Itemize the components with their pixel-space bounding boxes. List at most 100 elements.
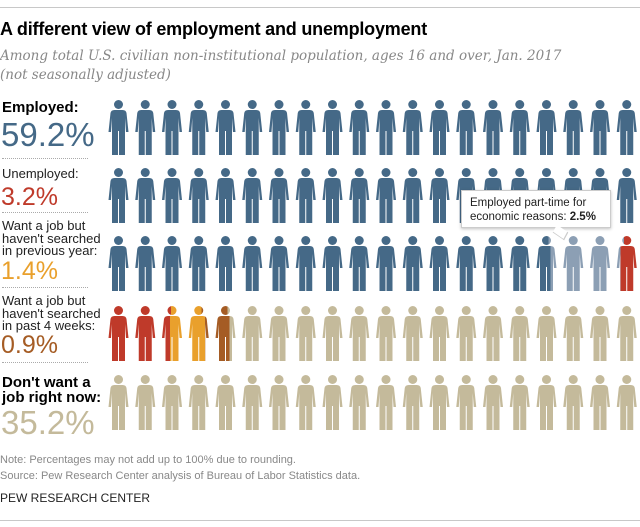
- person-body: [162, 385, 182, 430]
- person-head: [595, 168, 605, 177]
- subtitle-note: (not seasonally adjusted): [0, 67, 171, 83]
- person-head: [622, 375, 632, 384]
- person-head: [328, 168, 337, 177]
- person-body: [456, 316, 477, 361]
- person-body: [215, 385, 236, 430]
- label-dont-want: Don't want a job right now:: [2, 375, 101, 405]
- divider: [2, 158, 88, 159]
- person-icon: [349, 375, 370, 430]
- person-body: [349, 316, 370, 361]
- person-head: [140, 168, 150, 177]
- person-head: [461, 375, 471, 384]
- person-icon: [349, 168, 370, 223]
- person-icon: [456, 100, 477, 155]
- person-body: [135, 110, 156, 155]
- person-body: [215, 246, 236, 291]
- person-head: [622, 168, 632, 177]
- person-icon: [509, 100, 530, 155]
- person-body: [429, 178, 450, 223]
- person-icon: [563, 236, 584, 291]
- person-body: [215, 110, 236, 155]
- person-body: [509, 246, 530, 291]
- person-icon: [242, 168, 263, 223]
- person-head: [167, 236, 177, 245]
- person-body: [483, 110, 503, 155]
- chart-title: A different view of employment and unemp…: [0, 19, 427, 39]
- person-head: [381, 236, 391, 245]
- person-body: [242, 110, 263, 155]
- person-head: [381, 168, 391, 177]
- person-head: [595, 236, 605, 245]
- person-icon: [269, 306, 289, 361]
- person-icon: [108, 375, 129, 430]
- person-icon: [376, 100, 396, 155]
- person-head: [247, 306, 257, 315]
- person-head: [435, 375, 444, 384]
- person-icon: [162, 306, 182, 361]
- person-icon: [376, 306, 396, 361]
- person-body: [616, 110, 637, 155]
- person-icon: [616, 306, 637, 361]
- person-head: [301, 100, 311, 109]
- person-head: [568, 168, 578, 177]
- person-body: [429, 246, 450, 291]
- label-prev-year: Want a job but haven't searched in previ…: [2, 219, 101, 258]
- person-head: [167, 306, 177, 315]
- person-body: [402, 385, 423, 430]
- person-icon: [376, 236, 396, 291]
- person-head: [515, 168, 525, 177]
- pct-employed: 59.2%: [1, 116, 95, 153]
- person-head: [542, 168, 551, 177]
- person-body: [162, 110, 182, 155]
- note: Note: Percentages may not add up to 100%…: [0, 454, 296, 466]
- person-icon: [376, 375, 396, 430]
- person-icon: [188, 168, 209, 223]
- person-head: [194, 306, 204, 315]
- person-body: [269, 110, 289, 155]
- person-icon: [135, 306, 156, 361]
- person-icon: [483, 100, 503, 155]
- person-head: [221, 100, 230, 109]
- person-icon: [349, 306, 370, 361]
- person-body: [349, 110, 370, 155]
- top-rule: [0, 7, 640, 8]
- person-body: [269, 385, 289, 430]
- person-head: [301, 168, 311, 177]
- person-body: [536, 316, 557, 361]
- person-head: [140, 375, 150, 384]
- divider: [2, 287, 88, 288]
- person-body: [108, 246, 129, 291]
- person-body: [616, 246, 637, 291]
- person-icon: [376, 168, 396, 223]
- person-head: [354, 375, 364, 384]
- person-icon: [322, 168, 343, 223]
- person-head: [461, 100, 471, 109]
- bottom-rule: [0, 520, 640, 521]
- person-icon: [402, 168, 423, 223]
- person-head: [274, 375, 284, 384]
- person-head: [408, 375, 418, 384]
- person-body: [322, 316, 343, 361]
- person-icon: [242, 306, 263, 361]
- person-body: [429, 316, 450, 361]
- person-icon: [590, 100, 610, 155]
- person-head: [221, 306, 230, 315]
- person-body: [590, 246, 610, 291]
- source: Source: Pew Research Center analysis of …: [0, 470, 361, 482]
- person-head: [515, 236, 525, 245]
- person-head: [595, 375, 605, 384]
- person-head: [381, 375, 391, 384]
- person-body: [536, 110, 557, 155]
- person-body: [563, 385, 584, 430]
- person-body: [349, 246, 370, 291]
- person-body: [349, 385, 370, 430]
- person-head: [622, 236, 632, 245]
- person-body: [242, 316, 263, 361]
- person-head: [194, 375, 204, 384]
- person-body: [242, 246, 263, 291]
- person-head: [381, 100, 391, 109]
- person-icon: [295, 306, 316, 361]
- person-head: [194, 100, 204, 109]
- person-head: [488, 236, 498, 245]
- person-icon: [509, 375, 530, 430]
